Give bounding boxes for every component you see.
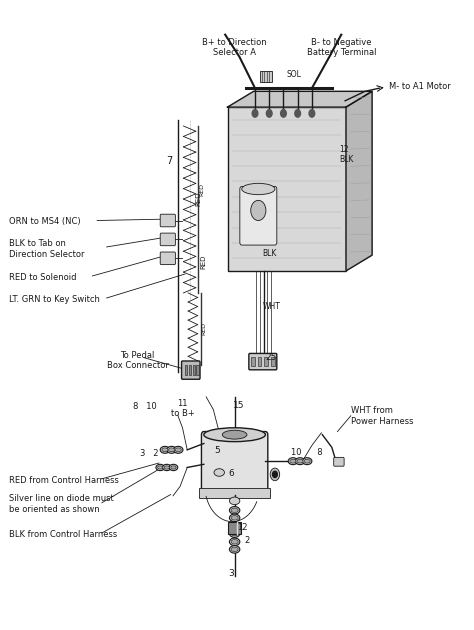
Text: 5: 5 <box>214 446 220 455</box>
Text: BLK from Control Harness: BLK from Control Harness <box>9 530 118 539</box>
Ellipse shape <box>175 448 181 452</box>
Ellipse shape <box>302 457 312 465</box>
Text: 15: 15 <box>233 401 244 410</box>
Ellipse shape <box>173 446 183 454</box>
Circle shape <box>270 468 280 481</box>
Bar <box>193 365 195 375</box>
Text: RED from Control Harness: RED from Control Harness <box>9 476 119 484</box>
Text: 2: 2 <box>245 536 250 545</box>
Text: 12: 12 <box>237 524 247 532</box>
Ellipse shape <box>164 466 169 469</box>
FancyBboxPatch shape <box>240 186 277 245</box>
Text: 12
BLK: 12 BLK <box>339 145 353 164</box>
Text: SOL: SOL <box>287 70 301 79</box>
Bar <box>185 365 187 375</box>
Ellipse shape <box>169 464 178 471</box>
Bar <box>189 365 191 375</box>
Ellipse shape <box>229 530 240 537</box>
Text: BLK: BLK <box>262 249 276 258</box>
Bar <box>228 522 241 534</box>
Ellipse shape <box>163 464 171 471</box>
Bar <box>257 357 261 366</box>
Bar <box>251 357 255 366</box>
Ellipse shape <box>231 539 238 544</box>
Polygon shape <box>228 91 372 107</box>
Circle shape <box>273 471 277 478</box>
Ellipse shape <box>231 532 238 536</box>
Text: Silver line on diode must
be oriented as shown: Silver line on diode must be oriented as… <box>9 495 114 513</box>
FancyBboxPatch shape <box>249 353 277 370</box>
Ellipse shape <box>229 514 240 522</box>
Text: 3   2: 3 2 <box>140 449 159 458</box>
FancyBboxPatch shape <box>160 214 175 227</box>
Ellipse shape <box>229 507 240 514</box>
Ellipse shape <box>167 446 176 454</box>
Text: BLK to Tab on
Direction Selector: BLK to Tab on Direction Selector <box>9 239 85 258</box>
Ellipse shape <box>304 459 310 463</box>
Bar <box>260 71 272 82</box>
Bar <box>264 357 268 366</box>
Ellipse shape <box>214 469 225 476</box>
Text: RED to Solenoid: RED to Solenoid <box>9 273 77 282</box>
FancyBboxPatch shape <box>160 252 175 265</box>
Bar <box>271 357 275 366</box>
Ellipse shape <box>204 428 265 442</box>
Ellipse shape <box>231 547 238 552</box>
Text: B+ to Direction
Selector A: B+ to Direction Selector A <box>202 38 267 57</box>
Text: 6: 6 <box>228 469 234 478</box>
Polygon shape <box>346 91 372 271</box>
Ellipse shape <box>229 538 240 546</box>
Ellipse shape <box>156 464 164 471</box>
Bar <box>228 107 346 271</box>
Ellipse shape <box>297 459 303 463</box>
Ellipse shape <box>229 546 240 553</box>
Ellipse shape <box>290 459 296 463</box>
Ellipse shape <box>231 515 238 520</box>
Ellipse shape <box>157 466 163 469</box>
Text: RED: RED <box>195 192 201 205</box>
FancyBboxPatch shape <box>182 361 200 379</box>
Text: WHT from
Power Harness: WHT from Power Harness <box>351 406 413 425</box>
Circle shape <box>281 110 286 117</box>
Text: RED: RED <box>201 255 207 268</box>
Text: WHT: WHT <box>263 302 281 311</box>
Circle shape <box>309 110 315 117</box>
Text: B- to Negative
Battery Terminal: B- to Negative Battery Terminal <box>307 38 376 57</box>
FancyBboxPatch shape <box>334 457 344 466</box>
Circle shape <box>252 110 258 117</box>
Text: RED: RED <box>199 183 204 195</box>
Ellipse shape <box>231 524 238 528</box>
Text: 8   10: 8 10 <box>133 402 156 411</box>
Text: RED: RED <box>202 323 207 335</box>
Text: To Pedal
Box Connector: To Pedal Box Connector <box>107 351 168 370</box>
Circle shape <box>266 110 272 117</box>
Ellipse shape <box>295 457 305 465</box>
Text: 3: 3 <box>228 569 234 578</box>
FancyBboxPatch shape <box>160 233 175 246</box>
Ellipse shape <box>171 466 176 469</box>
Text: 10      8: 10 8 <box>292 448 323 457</box>
Circle shape <box>295 110 301 117</box>
FancyBboxPatch shape <box>201 432 268 495</box>
Ellipse shape <box>229 497 240 505</box>
Text: 25: 25 <box>265 353 277 362</box>
Ellipse shape <box>242 183 275 195</box>
Ellipse shape <box>231 508 238 513</box>
Text: M- to A1 Motor: M- to A1 Motor <box>389 83 450 91</box>
Ellipse shape <box>288 457 298 465</box>
Text: ORN to MS4 (NC): ORN to MS4 (NC) <box>9 217 81 226</box>
Ellipse shape <box>229 522 240 530</box>
Text: 7: 7 <box>166 156 172 166</box>
Ellipse shape <box>169 448 174 452</box>
Circle shape <box>251 200 266 220</box>
Ellipse shape <box>162 448 168 452</box>
Ellipse shape <box>222 430 247 439</box>
Ellipse shape <box>160 446 170 454</box>
Text: 11
to B+: 11 to B+ <box>171 399 194 418</box>
Bar <box>199 488 270 498</box>
Bar <box>196 365 199 375</box>
Text: LT. GRN to Key Switch: LT. GRN to Key Switch <box>9 295 100 304</box>
